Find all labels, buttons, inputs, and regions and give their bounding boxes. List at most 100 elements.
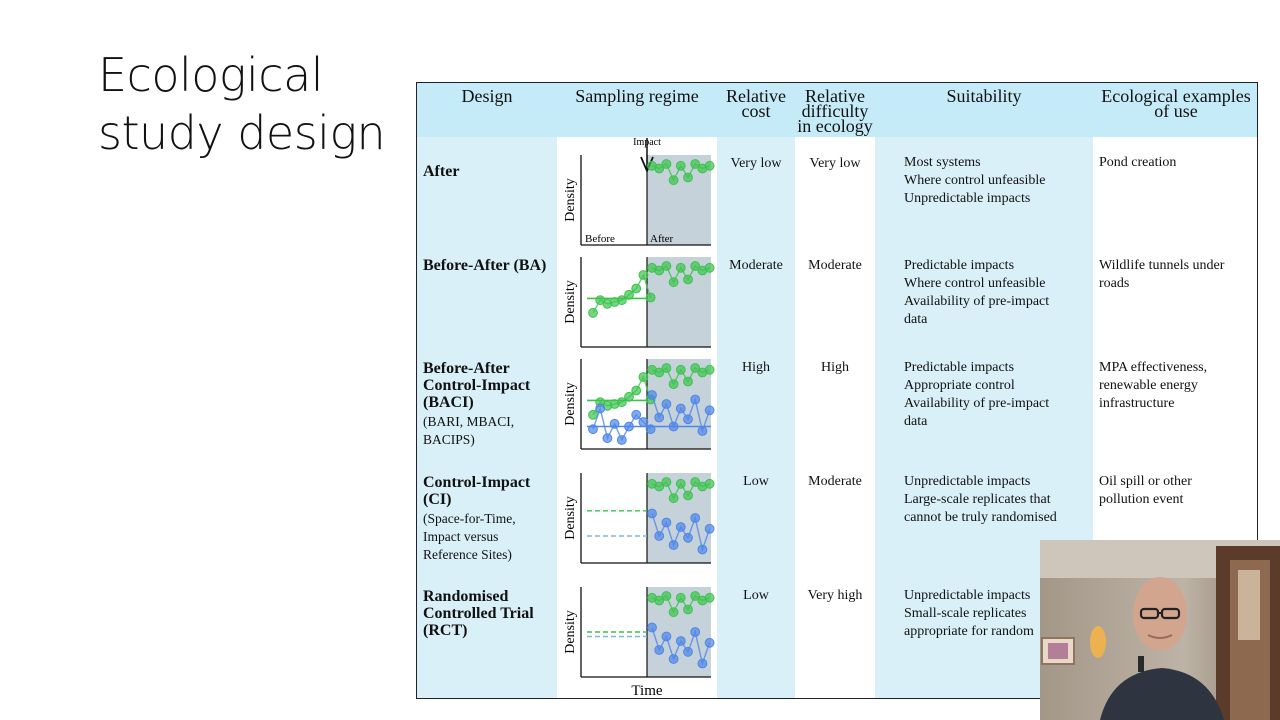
blue-series-point (654, 412, 665, 423)
green-series-point (668, 607, 679, 618)
after-label: After (650, 233, 674, 245)
design-sub-ci: (Space-for-Time, Impact versus Reference… (423, 511, 516, 562)
title-line-2: study design (98, 106, 386, 160)
suitability-line: Availability of pre-impact data (904, 294, 1050, 327)
green-series-point (683, 376, 693, 387)
time-axis-label: Time (631, 683, 662, 699)
blue-series-point (668, 540, 679, 550)
blue-series-point (690, 394, 701, 405)
blue-series-point (690, 513, 701, 523)
suitability-baci: Predictable impacts Appropriate control … (904, 359, 1074, 431)
example-ci: Oil spill or other pollution event (1099, 474, 1192, 507)
header-difficulty: Relative difficulty in ecology (797, 86, 873, 136)
suitability-line: Appropriate control (904, 378, 1015, 393)
green-series-point (661, 363, 672, 373)
design-column (417, 83, 557, 698)
green-series-point (661, 159, 672, 169)
blue-series-point (595, 403, 606, 414)
green-series-point (668, 379, 679, 390)
difficulty-baci: High (821, 360, 849, 375)
design-name-after: After (423, 163, 460, 180)
blue-series-point (631, 409, 642, 420)
blue-series-point (704, 523, 715, 534)
suitability-line: Where control unfeasible (904, 173, 1046, 188)
blue-series-point (602, 433, 613, 444)
cost-column (717, 83, 795, 698)
design-name-baci: Before-After Control-Impact (BACI) (423, 360, 531, 411)
difficulty-ci: Moderate (808, 474, 862, 489)
cost-ci: Low (743, 474, 769, 489)
green-series-point (616, 295, 627, 306)
blue-series-point (668, 421, 679, 432)
blue-series-point (683, 414, 693, 425)
title-line-1: Ecological (98, 48, 324, 102)
green-series-point (675, 160, 686, 171)
green-series-point (704, 592, 715, 603)
green-series-point (588, 409, 598, 420)
design-name-rct: Randomised Controlled Trial (RCT) (423, 588, 534, 639)
density-axis-label: Density (563, 280, 578, 324)
table-header (417, 83, 1257, 137)
design-sub-baci: (BARI, MBACI, BACIPS) (423, 414, 515, 447)
blue-series-point (661, 399, 672, 409)
blue-series-point (654, 645, 665, 655)
green-series-point (654, 595, 665, 606)
suitability-line: Large-scale replicates that cannot be tr… (904, 492, 1057, 525)
density-axis-label: Density (563, 382, 578, 426)
header-suitability: Suitability (946, 86, 1022, 106)
blue-series-point (647, 622, 657, 633)
blue-series-point (697, 544, 708, 555)
green-series-point (675, 262, 686, 273)
suitability-line: Where control unfeasible (904, 276, 1046, 291)
suitability-after: Most systems Where control unfeasible Un… (904, 154, 1090, 208)
blue-series-point (690, 627, 701, 637)
blue-series-point (647, 390, 657, 400)
green-series-point (668, 277, 679, 288)
green-series-point (654, 265, 665, 276)
suitability-line: Predictable impacts (904, 360, 1015, 375)
header-examples: Ecological examples of use (1101, 86, 1251, 121)
suitability-line: Availability of pre-impact data (904, 396, 1050, 429)
green-series-point (704, 160, 715, 171)
green-series-point (654, 163, 665, 174)
example-ba: Wildlife tunnels under roads (1099, 258, 1225, 291)
green-series-point (631, 283, 642, 294)
study-design-table: Design Sampling regime Relative cost Rel… (416, 82, 1258, 699)
green-series-point (661, 261, 672, 271)
green-series-point (616, 397, 627, 408)
blue-series-point (654, 531, 665, 541)
header-design: Design (461, 86, 513, 106)
green-series-point (690, 591, 701, 601)
header-sampling: Sampling regime (575, 86, 699, 106)
blue-series-point (697, 426, 708, 436)
difficulty-rct: Very high (807, 588, 863, 603)
suitability-line: Unpredictable impacts (904, 191, 1031, 206)
blue-series-point (609, 418, 620, 429)
difficulty-column (795, 83, 875, 698)
blue-series-point (616, 435, 627, 445)
blue-series-point (624, 421, 634, 432)
green-series-point (661, 477, 672, 487)
blue-series-point (675, 403, 686, 414)
blue-series-point (675, 522, 686, 532)
green-series-point (690, 477, 701, 487)
before-label: Before (585, 233, 615, 245)
blue-series-point (704, 405, 715, 416)
blue-series-point (645, 424, 656, 435)
blue-series-point (588, 424, 598, 435)
suitability-ba: Predictable impacts Where control unfeas… (904, 257, 1074, 329)
green-series-point (675, 364, 686, 375)
green-series-point (704, 262, 715, 273)
green-series-point (704, 478, 715, 489)
cost-after: Very low (730, 156, 782, 171)
sampling-regime-plots: Density Before After Density Density Density D… (563, 137, 715, 699)
density-axis-label: Density (563, 178, 578, 222)
green-series-point (638, 270, 649, 280)
green-series-point (631, 385, 642, 396)
example-baci: MPA effectiveness, renewable energy infr… (1099, 360, 1208, 411)
green-series-point (654, 367, 665, 378)
blue-series-point (683, 646, 693, 657)
green-series-point (683, 274, 693, 285)
green-series-point (683, 604, 693, 615)
impact-label: Impact (633, 137, 661, 148)
